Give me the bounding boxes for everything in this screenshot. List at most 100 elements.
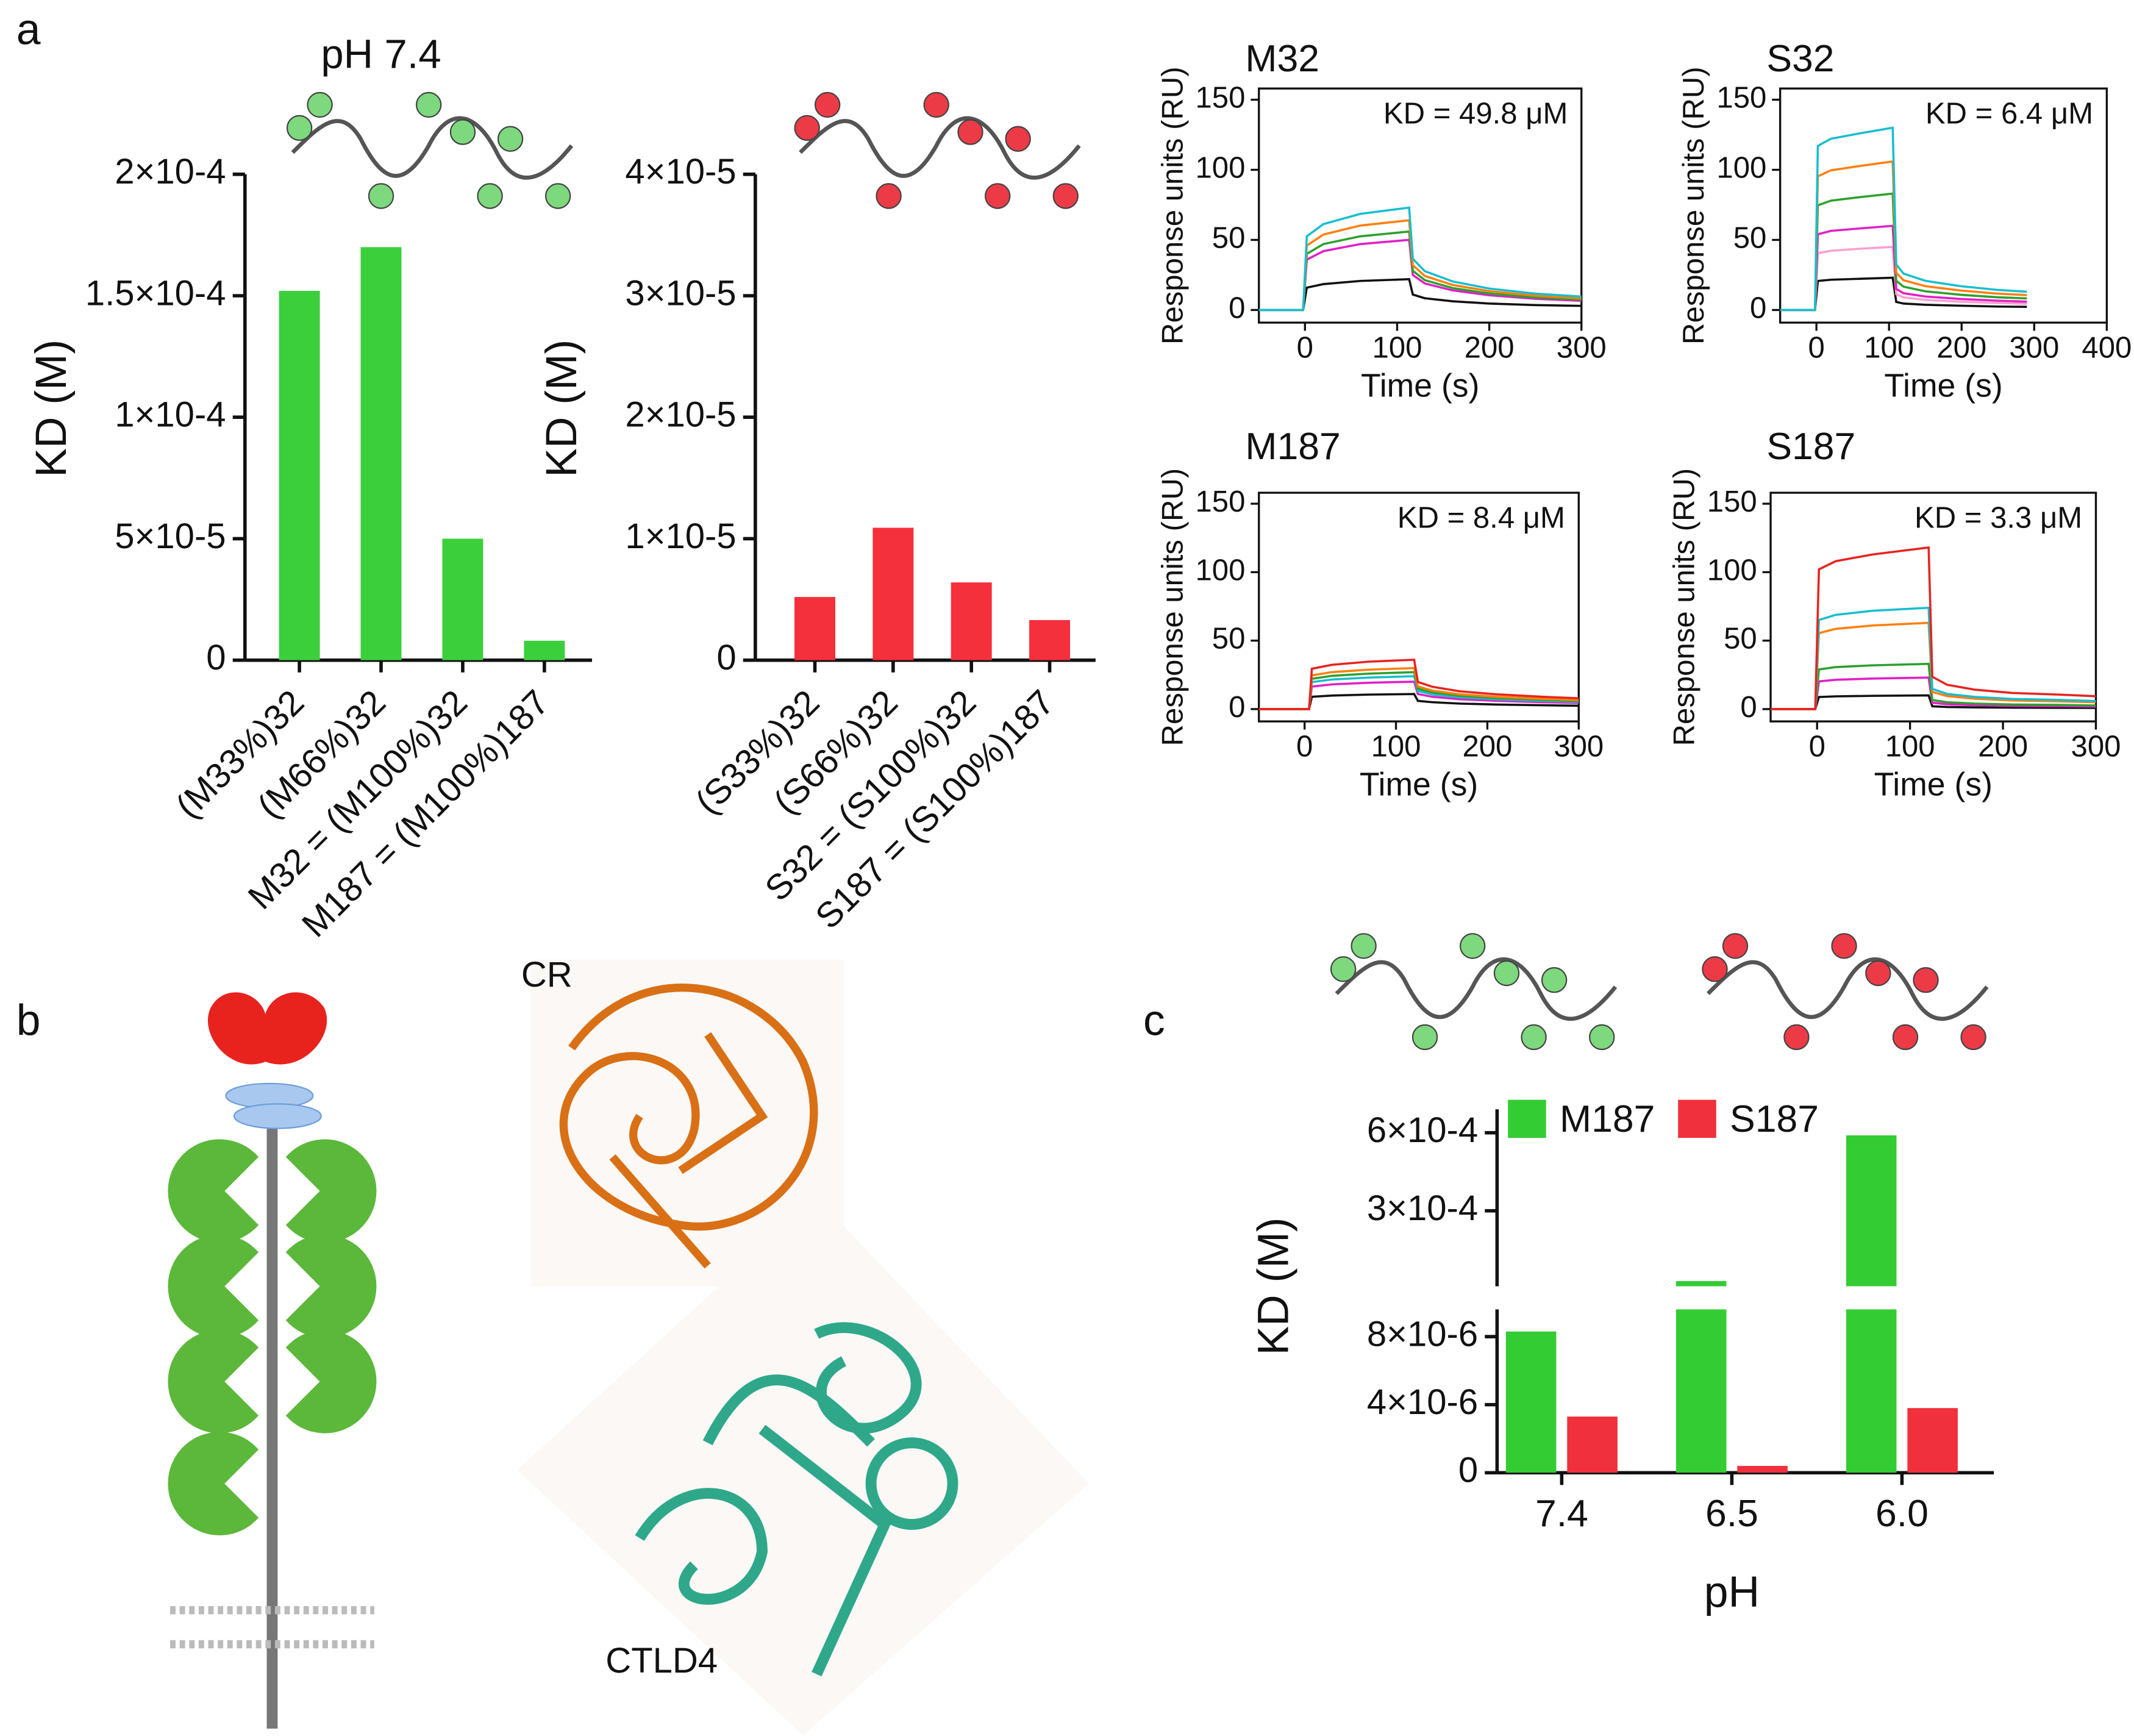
y-tick-label: 0 xyxy=(716,638,736,677)
x-tick-label: 100 xyxy=(1371,730,1421,763)
sensorgram-line xyxy=(1780,126,2027,312)
y-tick-label: 50 xyxy=(1212,623,1246,655)
bar xyxy=(873,527,914,660)
sensorgram-line xyxy=(1258,659,1579,710)
bar xyxy=(1567,1416,1618,1473)
x-tick-label: 0 xyxy=(1809,730,1825,763)
polymer-icon xyxy=(1702,934,1987,1049)
chart-title: S32 xyxy=(1766,37,1834,80)
bar xyxy=(442,538,484,660)
legend-label: M187 xyxy=(1560,1098,1655,1140)
legend-swatch xyxy=(1508,1099,1546,1138)
legend-label: S187 xyxy=(1730,1098,1819,1140)
annotation: KD = 8.4 μM xyxy=(1397,502,1565,535)
y-tick-label: 100 xyxy=(1195,554,1245,587)
y-tick-label: 0 xyxy=(1229,291,1245,324)
panel-label: c xyxy=(1143,996,1165,1045)
y-tick-label: 4×10-5 xyxy=(625,152,736,191)
y-tick-label: 0 xyxy=(1750,291,1766,324)
bar xyxy=(1675,1309,1727,1473)
sensorgram-line xyxy=(1258,278,1582,312)
y-tick-label: 0 xyxy=(1229,691,1245,724)
x-tick-label: 7.4 xyxy=(1535,1492,1588,1535)
chart-title: M187 xyxy=(1245,425,1340,468)
y-tick-label: 4×10-6 xyxy=(1367,1382,1478,1422)
y-tick-label: 6×10-4 xyxy=(1367,1110,1478,1150)
polymer-icon xyxy=(287,93,572,209)
y-tick-label: 3×10-4 xyxy=(1367,1188,1478,1228)
y-tick-label: 150 xyxy=(1707,485,1757,518)
y-tick-label: 100 xyxy=(1195,151,1245,184)
chart-title: S187 xyxy=(1766,425,1855,468)
bar xyxy=(794,597,835,660)
x-tick-label: 200 xyxy=(1465,332,1515,365)
bar xyxy=(1029,620,1071,660)
y-tick-label: 2×10-4 xyxy=(115,152,226,191)
x-tick-label: 200 xyxy=(1978,730,2028,763)
x-tick-label: 100 xyxy=(1885,730,1935,763)
plot-frame xyxy=(1769,491,2097,723)
panel-label: a xyxy=(16,5,41,54)
y-tick-label: 0 xyxy=(206,638,226,677)
bar-upper xyxy=(1846,1135,1897,1287)
bar xyxy=(360,247,402,660)
y-tick-label: 0 xyxy=(1458,1451,1478,1490)
x-tick-label: 300 xyxy=(1557,332,1607,365)
y-tick-label: 5×10-5 xyxy=(115,516,226,556)
bar xyxy=(1907,1408,1958,1473)
x-tick-label: 0 xyxy=(1297,332,1313,365)
chart-title: pH 7.4 xyxy=(321,31,441,77)
y-axis-label: Response units (RU) xyxy=(1156,468,1189,746)
y-tick-label: 8×10-6 xyxy=(1367,1314,1478,1354)
y-tick-label: 3×10-5 xyxy=(625,273,736,313)
x-tick-label: 300 xyxy=(2009,332,2059,365)
bar xyxy=(1846,1309,1897,1473)
bar xyxy=(279,291,320,660)
legend-swatch xyxy=(1678,1099,1716,1138)
x-axis-label: Time (s) xyxy=(1884,368,2002,404)
y-tick-label: 1×10-5 xyxy=(625,516,736,556)
bar-upper xyxy=(1675,1281,1727,1287)
y-tick-label: 50 xyxy=(1212,221,1246,254)
y-tick-label: 150 xyxy=(1716,82,1766,115)
y-tick-label: 2×10-5 xyxy=(625,395,736,435)
x-tick-label: 6.0 xyxy=(1875,1492,1929,1535)
x-tick-label: 200 xyxy=(1462,730,1512,763)
receptor-cartoon: CR CTLD4 xyxy=(168,955,1089,1736)
x-tick-label: 100 xyxy=(1372,332,1422,365)
structure-label: CR xyxy=(521,955,573,995)
y-axis-label: Response units (RU) xyxy=(1668,468,1701,746)
annotation: KD = 6.4 μM xyxy=(1925,98,2093,130)
y-axis-label: Response units (RU) xyxy=(1156,66,1189,345)
y-tick-label: 150 xyxy=(1195,82,1245,115)
sensorgram-line xyxy=(1780,276,2027,312)
plot-frame xyxy=(1258,491,1580,723)
plot-frame xyxy=(1779,87,2108,324)
annotation: KD = 49.8 μM xyxy=(1383,98,1568,130)
y-tick-label: 50 xyxy=(1724,623,1757,655)
polymer-icon xyxy=(795,93,1080,209)
x-tick-label: 0 xyxy=(1296,730,1313,763)
y-axis-label: Response units (RU) xyxy=(1677,66,1710,345)
x-axis-label: Time (s) xyxy=(1874,766,1993,802)
x-tick-label: 100 xyxy=(1864,332,1914,365)
x-tick-label: 300 xyxy=(1554,730,1604,763)
sensorgram-line xyxy=(1771,546,2096,710)
y-tick-label: 150 xyxy=(1195,485,1245,518)
panel-label: b xyxy=(16,996,41,1045)
x-tick-label: 0 xyxy=(1808,332,1825,365)
sensorgram-line xyxy=(1771,662,2096,710)
bar xyxy=(1505,1331,1557,1473)
polymer-icon xyxy=(1331,934,1616,1049)
bar xyxy=(1737,1466,1788,1473)
y-axis-label: KD (M) xyxy=(537,340,586,477)
x-axis-label: Time (s) xyxy=(1360,766,1478,802)
y-tick-label: 100 xyxy=(1716,151,1766,184)
x-axis-label: Time (s) xyxy=(1361,368,1479,404)
y-axis-label: KD (M) xyxy=(1249,1217,1298,1355)
bar xyxy=(524,640,565,660)
y-tick-label: 1×10-4 xyxy=(115,395,226,435)
y-tick-label: 0 xyxy=(1740,691,1757,724)
sensorgram-line xyxy=(1258,206,1582,312)
